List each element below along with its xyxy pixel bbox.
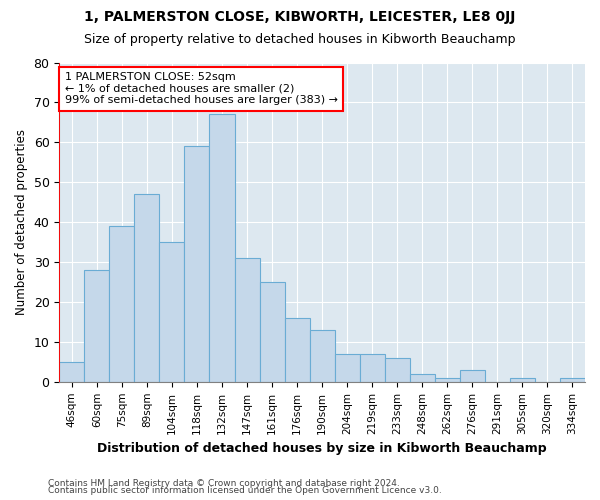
Y-axis label: Number of detached properties: Number of detached properties xyxy=(15,129,28,315)
Bar xyxy=(335,354,359,382)
Bar xyxy=(385,358,410,382)
Bar xyxy=(260,282,284,382)
Bar xyxy=(510,378,535,382)
Bar xyxy=(410,374,435,382)
Bar xyxy=(109,226,134,382)
Bar xyxy=(435,378,460,382)
Bar xyxy=(209,114,235,382)
Bar xyxy=(184,146,209,382)
Bar xyxy=(235,258,260,382)
Text: Contains HM Land Registry data © Crown copyright and database right 2024.: Contains HM Land Registry data © Crown c… xyxy=(48,478,400,488)
Bar xyxy=(85,270,109,382)
Bar xyxy=(560,378,585,382)
X-axis label: Distribution of detached houses by size in Kibworth Beauchamp: Distribution of detached houses by size … xyxy=(97,442,547,455)
Bar xyxy=(134,194,160,382)
Text: Size of property relative to detached houses in Kibworth Beauchamp: Size of property relative to detached ho… xyxy=(84,32,516,46)
Text: 1, PALMERSTON CLOSE, KIBWORTH, LEICESTER, LE8 0JJ: 1, PALMERSTON CLOSE, KIBWORTH, LEICESTER… xyxy=(85,10,515,24)
Bar xyxy=(284,318,310,382)
Text: Contains public sector information licensed under the Open Government Licence v3: Contains public sector information licen… xyxy=(48,486,442,495)
Bar xyxy=(460,370,485,382)
Bar xyxy=(310,330,335,382)
Bar xyxy=(359,354,385,382)
Text: 1 PALMERSTON CLOSE: 52sqm
← 1% of detached houses are smaller (2)
99% of semi-de: 1 PALMERSTON CLOSE: 52sqm ← 1% of detach… xyxy=(65,72,338,106)
Bar xyxy=(160,242,184,382)
Bar xyxy=(59,362,85,382)
